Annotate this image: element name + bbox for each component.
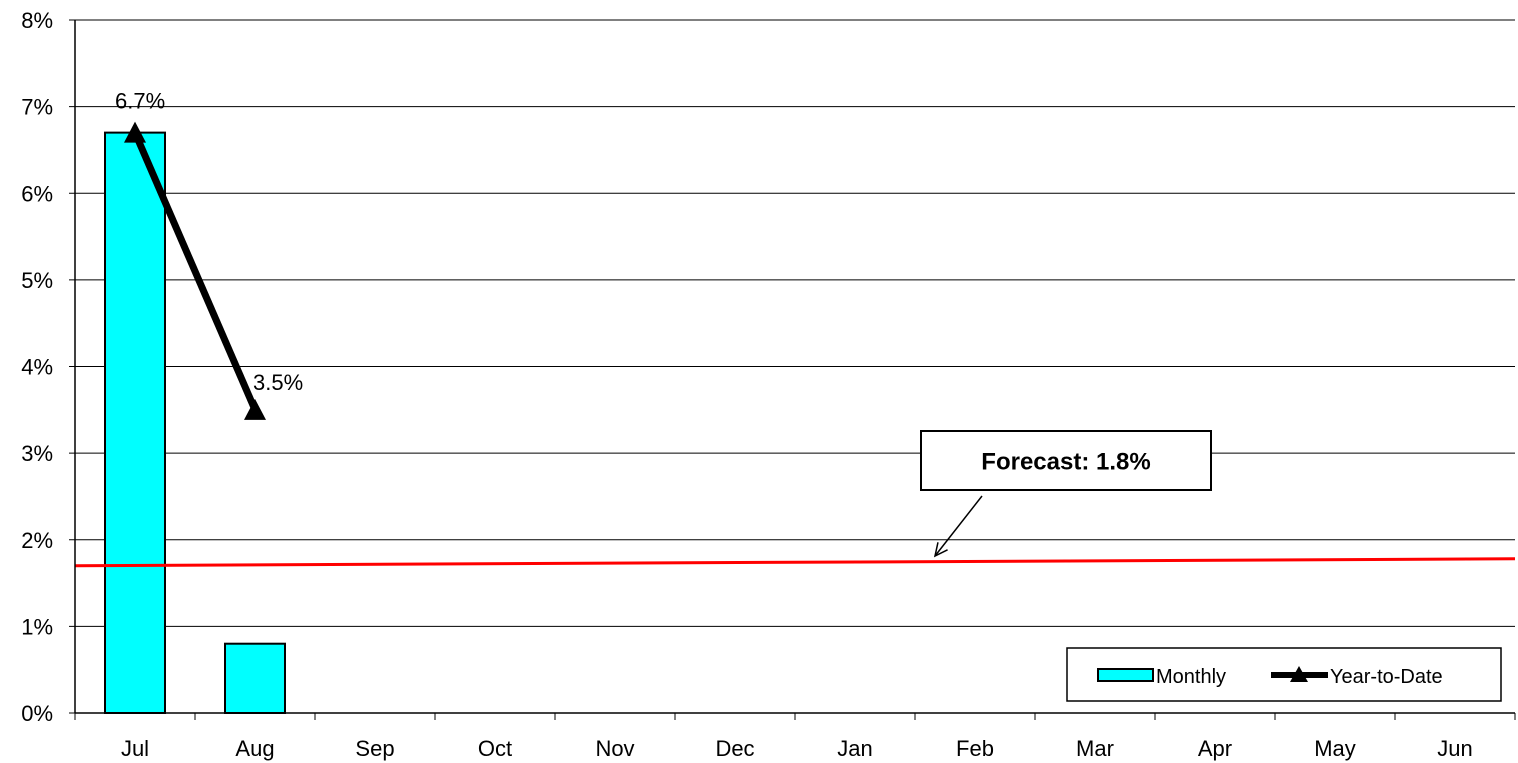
x-tick-label: Jun — [1437, 736, 1472, 761]
y-tick-label: 7% — [21, 95, 53, 120]
forecast-line — [74, 557, 1516, 568]
year-to-date-marker — [244, 398, 266, 420]
x-tick-label: Nov — [595, 736, 634, 761]
year-to-date-series: 6.7% 3.5% — [115, 89, 303, 420]
x-tick-label: Apr — [1198, 736, 1232, 761]
x-tick-label: Sep — [355, 736, 394, 761]
y-tick-label: 5% — [21, 268, 53, 293]
year-to-date-data-label: 3.5% — [253, 370, 303, 395]
y-tick-label: 1% — [21, 614, 53, 639]
forecast-line-group: Forecast: 1.8% — [74, 430, 1516, 568]
x-tick-label: Jan — [837, 736, 872, 761]
y-tick-label: 2% — [21, 528, 53, 553]
gridlines — [75, 19, 1515, 627]
legend-label-monthly: Monthly — [1156, 666, 1226, 688]
x-tick-label: May — [1314, 736, 1356, 761]
legend-marker-year-to-date — [1290, 666, 1308, 682]
forecast-callout-label: Forecast: 1.8% — [981, 449, 1150, 476]
year-to-date-marker — [124, 121, 146, 143]
bars — [104, 131, 286, 715]
y-tick-label: 8% — [21, 8, 53, 33]
x-tick-label: Aug — [235, 736, 274, 761]
year-to-date-line — [131, 131, 259, 412]
bar-jul — [104, 131, 166, 715]
forecast-callout-box — [920, 430, 1212, 491]
year-to-date-data-label: 6.7% — [115, 89, 165, 114]
x-tick-label: Feb — [956, 736, 994, 761]
x-tick-label: Jul — [121, 736, 149, 761]
y-tick-label: 4% — [21, 355, 53, 380]
legend: Monthly Year-to-Date — [1066, 647, 1502, 702]
legend-swatch-monthly — [1097, 668, 1154, 682]
forecast-arrow-head — [933, 542, 948, 558]
y-tick-label: 6% — [21, 181, 53, 206]
x-tick-label: Dec — [715, 736, 754, 761]
y-tick-label: 3% — [21, 441, 53, 466]
x-tick-label: Oct — [478, 736, 512, 761]
legend-label-year-to-date: Year-to-Date — [1330, 666, 1443, 688]
bar-aug — [224, 642, 286, 715]
x-tick-label: Mar — [1076, 736, 1114, 761]
forecast-arrow-line — [934, 495, 983, 557]
axes: 0% 1% 2% 3% 4% 5% 6% 7% 8% Jul Aug Sep Oct Nov Dec Jan F… — [21, 8, 1516, 761]
y-tick-label: 0% — [21, 701, 53, 726]
